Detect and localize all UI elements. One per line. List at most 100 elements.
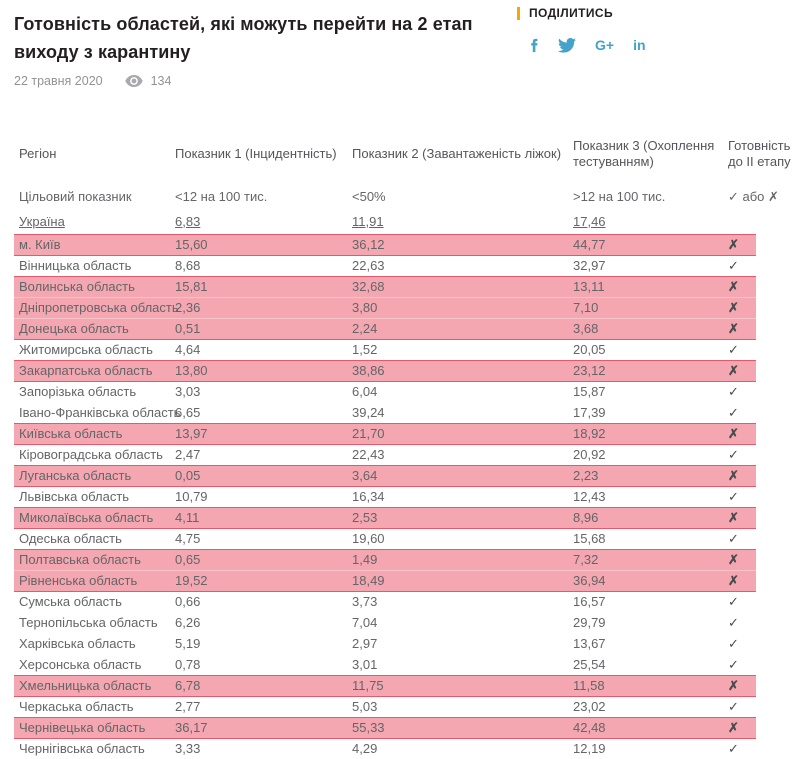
target-indicator2: <50% [352,188,386,204]
share-block: ПОДІЛИТИСЬ G+ in [517,6,777,54]
indicator2-value: 4,29 [352,738,573,759]
indicator2-value: 2,24 [352,318,573,339]
ukraine-indicator2[interactable]: 11,91 [352,213,384,229]
table-row: Одеська область 4,75 19,60 15,68 ✓ [14,528,756,549]
indicator2-value: 19,60 [352,528,573,549]
indicator3-value: 29,79 [573,615,606,630]
table-row: Полтавська область 0,65 1,49 7,32 ✗ [14,549,756,570]
indicator1-value: 0,05 [175,465,352,486]
readiness-check-mark: ✓ [728,444,756,465]
indicator3-value: 13,67 [573,636,606,651]
indicator3-value: 18,92 [573,423,728,444]
indicator1-value: 4,75 [175,528,352,549]
readiness-table: Регіон Показник 1 (Інцидентність) Показн… [14,138,791,759]
indicator2-value: 3,64 [352,465,573,486]
table-row: Херсонська область 0,78 3,01 25,54 ✓ [14,654,756,675]
indicator1-value: 3,03 [175,381,352,402]
table-row: Дніпропетровська область 2,36 3,80 7,10 ✗ [14,297,756,318]
indicator1-value: 5,19 [175,636,201,651]
region-name: Дніпропетровська область [14,297,179,318]
table-header-row: Регіон Показник 1 (Інцидентність) Показн… [14,138,791,184]
region-name: Рівненська область [14,570,175,591]
readiness-check-mark: ✓ [728,615,739,630]
table-row: Сумська область 0,66 3,73 16,57 ✓ [14,591,756,612]
table-row: Луганська область 0,05 3,64 2,23 ✗ [14,465,756,486]
indicator1-value: 13,97 [175,423,352,444]
ukraine-row[interactable]: Україна 6,83 11,91 17,46 [14,209,756,234]
region-name: Волинська область [14,276,175,297]
indicator1-value: 10,79 [175,486,352,507]
indicator3-value: 17,39 [573,405,606,420]
table-row: м. Київ 15,60 36,12 44,77 ✗ [14,234,756,255]
readiness-cross-mark: ✗ [728,507,756,528]
ukraine-label[interactable]: Україна [19,213,65,229]
readiness-check-mark: ✓ [728,696,756,717]
indicator2-value: 3,01 [352,657,378,672]
table-row: Чернівецька область 36,17 55,33 42,48 ✗ [14,717,756,738]
indicator3-value: 23,12 [573,360,728,381]
indicator1-value: 0,51 [175,318,352,339]
readiness-cross-mark: ✗ [728,423,756,444]
region-name: Полтавська область [14,549,175,570]
indicator1-value: 3,33 [175,738,352,759]
readiness-check-mark: ✓ [728,636,739,651]
readiness-table-wrap: Регіон Показник 1 (Інцидентність) Показн… [0,138,800,759]
facebook-icon[interactable] [529,38,539,53]
table-row: Донецька область 0,51 2,24 3,68 ✗ [14,318,756,339]
region-name: Хмельницька область [14,675,175,696]
readiness-check-mark: ✓ [728,591,756,612]
readiness-check-mark: ✓ [728,405,739,420]
indicator2-value: 1,52 [352,339,573,360]
ukraine-indicator3[interactable]: 17,46 [573,213,606,229]
indicator2-value: 32,68 [352,276,573,297]
indicator3-value: 8,96 [573,507,728,528]
table-row: Житомирська область 4,64 1,52 20,05 ✓ [14,339,756,360]
views-eye-icon [124,75,143,87]
indicator2-value: 11,75 [352,675,573,696]
region-name: Черкаська область [14,696,175,717]
target-readiness: ✓ або ✗ [728,188,779,204]
indicator3-value: 15,68 [573,528,728,549]
indicator1-value: 19,52 [175,570,352,591]
table-row: Київська область 13,97 21,70 18,92 ✗ [14,423,756,444]
indicator1-value: 4,64 [175,339,352,360]
region-name: Чернігівська область [14,738,175,759]
target-indicator3: >12 на 100 тис. [573,188,666,204]
indicator2-value: 21,70 [352,423,573,444]
indicator1-value: 6,65 [175,405,201,420]
indicator2-value: 22,63 [352,255,573,276]
indicator2-value: 3,80 [352,297,573,318]
region-name: Донецька область [14,318,175,339]
region-name: Запорізька область [14,381,175,402]
ukraine-indicator1[interactable]: 6,83 [175,213,201,229]
indicator1-value: 15,81 [175,276,352,297]
readiness-cross-mark: ✗ [728,549,756,570]
page-title: Готовність областей, які можуть перейти … [14,14,473,62]
indicator2-value: 5,03 [352,696,573,717]
indicator1-value: 15,60 [175,234,352,255]
region-name: Херсонська область [19,657,142,672]
col-header-readiness: Готовність до II етапу [728,138,791,169]
linkedin-icon[interactable]: in [633,37,646,53]
region-name: Закарпатська область [14,360,175,381]
share-accent-bar [517,6,520,20]
indicator2-value: 1,49 [352,549,573,570]
col-header-indicator1: Показник 1 (Інцидентність) [175,146,337,161]
ukraine-readiness [728,209,756,234]
indicator3-value: 2,23 [573,465,728,486]
table-row: Черкаська область 2,77 5,03 23,02 ✓ [14,696,756,717]
indicator2-value: 16,34 [352,486,573,507]
indicator3-value: 23,02 [573,696,728,717]
target-indicator1: <12 на 100 тис. [175,188,268,204]
region-name: Харківська область [19,636,136,651]
twitter-icon[interactable] [558,37,576,53]
indicator1-value: 6,78 [175,675,352,696]
table-row: Хмельницька область 6,78 11,75 11,58 ✗ [14,675,756,696]
region-name: Сумська область [14,591,175,612]
indicator1-value: 8,68 [175,255,352,276]
table-row: Волинська область 15,81 32,68 13,11 ✗ [14,276,756,297]
indicator1-value: 0,78 [175,657,201,672]
readiness-cross-mark: ✗ [728,570,756,591]
google-plus-icon[interactable]: G+ [595,37,615,53]
indicator2-value: 36,12 [352,234,573,255]
